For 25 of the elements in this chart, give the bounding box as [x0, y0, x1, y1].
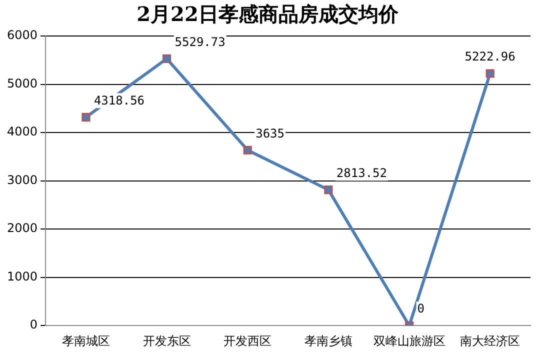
x-tick-label: 孝南城区: [62, 334, 110, 348]
point: [243, 146, 252, 154]
data-label: 3635: [256, 126, 285, 140]
y-tick-label: 5000: [6, 76, 38, 90]
x-tick-label: 开发东区: [142, 334, 191, 348]
point: [162, 54, 172, 63]
point: [82, 112, 90, 122]
y-tick-label: 0: [30, 318, 38, 332]
y-tick-label: 3000: [6, 172, 38, 187]
y-tick-label: 6000: [6, 28, 38, 42]
data-label: 2813.52: [336, 166, 388, 180]
y-tick-label: 2000: [6, 221, 38, 236]
y-tick-label: 1000: [6, 269, 38, 284]
chart-title: 2月22日孝感商品房成交均价: [136, 2, 400, 26]
x-tick-label: 孝南乡镇: [304, 334, 352, 348]
data-label: 5529.73: [174, 34, 226, 49]
data-label: 0: [417, 302, 424, 316]
x-tick-label: 开发西区: [224, 334, 272, 348]
data-label: 5222.96: [464, 50, 516, 64]
point: [486, 69, 494, 78]
x-tick-label: 南大经济区: [460, 334, 520, 348]
x-tick-label: 双峰山旅游区: [373, 334, 446, 348]
point: [324, 186, 333, 194]
y-tick-label: 4000: [6, 124, 38, 139]
data-label: 4318.56: [94, 93, 145, 108]
